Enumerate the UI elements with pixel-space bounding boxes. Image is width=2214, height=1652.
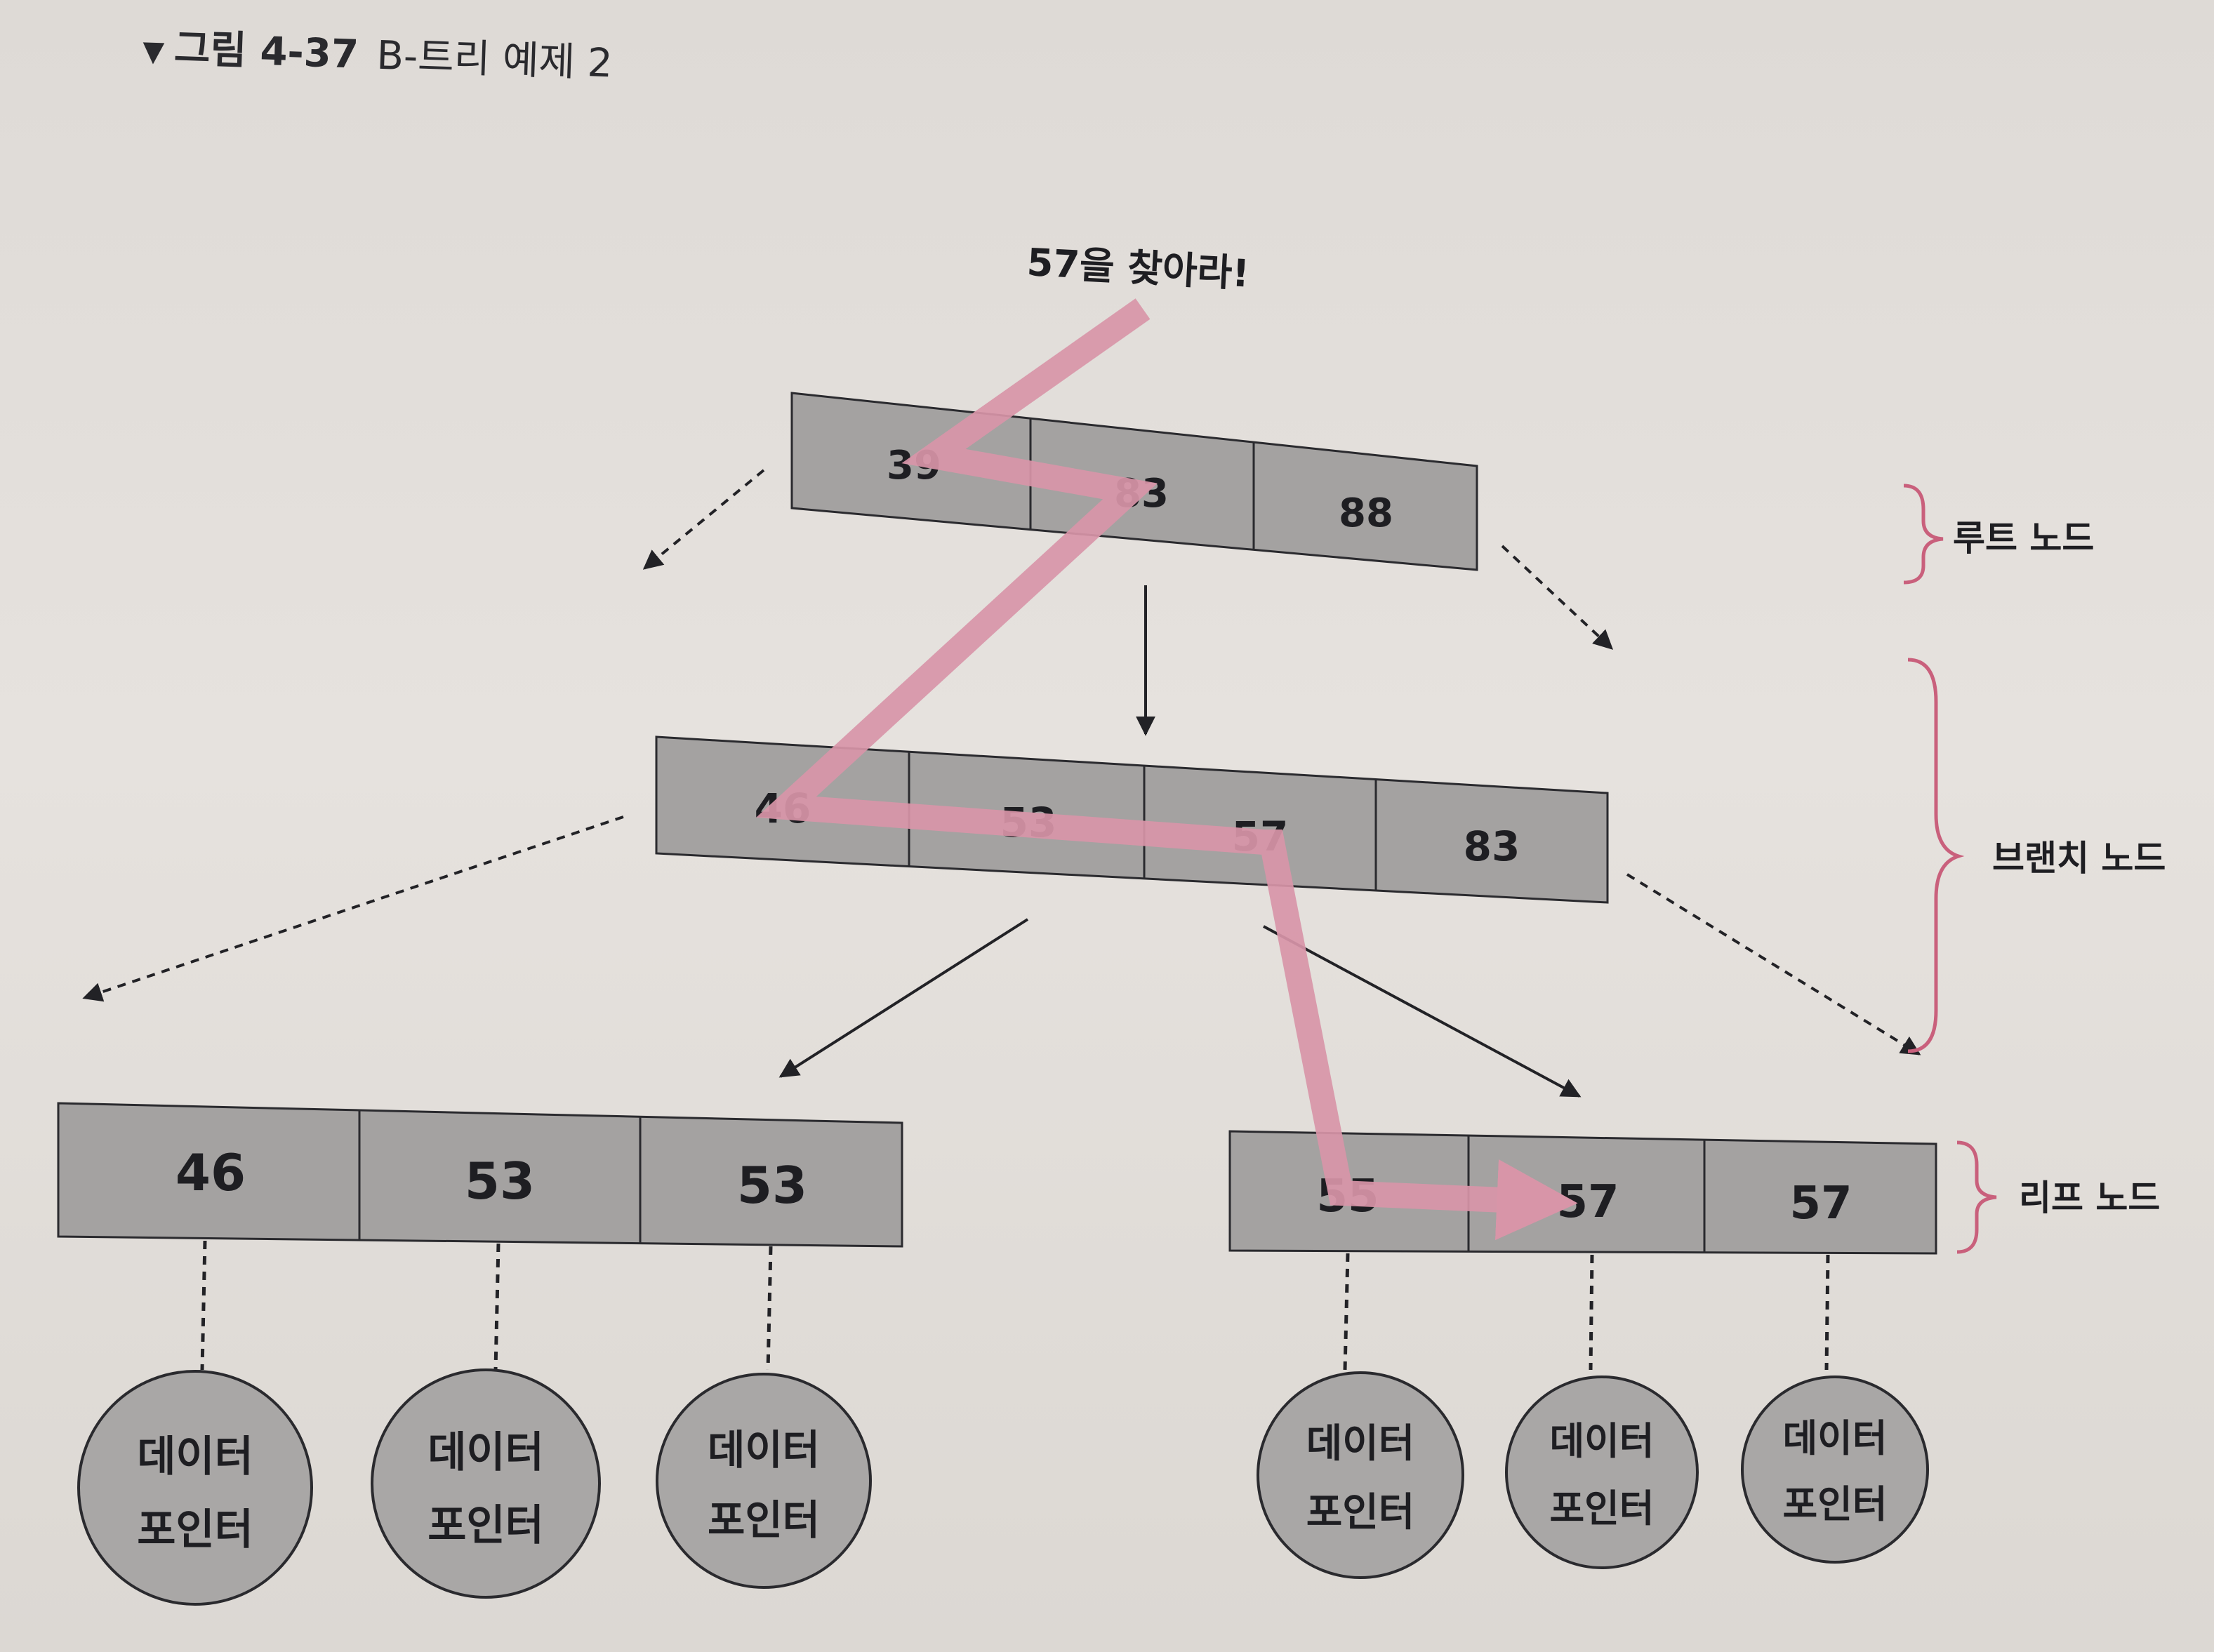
pointer-connectors: [200, 1240, 1830, 1371]
data-pointer-3-line1: 데이터: [708, 1426, 820, 1474]
leaf-left-key-2: 53: [465, 1152, 535, 1211]
leaf-node-right-box: [1228, 1130, 1937, 1255]
leaf-node-left: 46 53 53: [57, 1102, 903, 1248]
leaf-left-key-1: 46: [175, 1143, 246, 1202]
branch-node-box: [655, 735, 1609, 904]
branch-to-right-leaf-arrow: [1263, 925, 1582, 1098]
branch-to-left-leaf-arrow: [778, 918, 1029, 1078]
branch-key-4: 83: [1464, 822, 1520, 870]
branch-level-brace: 브랜치 노드: [1907, 658, 2166, 1053]
data-pointer-2-line1: 데이터: [427, 1428, 544, 1477]
data-pointer-2-line2: 포인터: [427, 1501, 544, 1550]
data-pointer-3-line2: 포인터: [708, 1496, 820, 1544]
branch-right-dashed-arrow: [1626, 873, 1921, 1055]
leaf-level-brace: 리프 노드: [1956, 1140, 2160, 1254]
data-pointer-1: 데이터 포인터: [77, 1370, 313, 1606]
data-pointer-2: 데이터 포인터: [371, 1368, 601, 1599]
data-pointer-6-line2: 포인터: [1782, 1482, 1887, 1526]
search-annotation: 57을 찾아라!: [1026, 240, 1250, 296]
leaf-right-key-3: 57: [1789, 1178, 1852, 1230]
data-pointer-4-line1: 데이터: [1306, 1421, 1415, 1467]
leaf-node-left-box: [57, 1102, 903, 1248]
leaf-right-key-2: 57: [1556, 1176, 1619, 1228]
data-pointer-6-line1: 데이터: [1782, 1416, 1887, 1460]
data-pointer-5-line1: 데이터: [1549, 1419, 1654, 1463]
branch-node-label: 브랜치 노드: [1992, 838, 2166, 879]
root-right-dashed-arrow: [1501, 545, 1614, 650]
data-pointer-5: 데이터 포인터: [1505, 1375, 1699, 1569]
leaf-node-label: 리프 노드: [2019, 1178, 2160, 1218]
data-pointer-6: 데이터 포인터: [1741, 1375, 1929, 1564]
data-pointer-1-line1: 데이터: [137, 1432, 253, 1481]
root-level-brace: 루트 노드: [1903, 484, 2094, 585]
root-node-label: 루트 노드: [1953, 518, 2094, 559]
data-pointer-4-line2: 포인터: [1306, 1490, 1415, 1536]
root-key-3: 88: [1339, 491, 1393, 536]
leaf-left-key-3: 53: [737, 1156, 807, 1215]
data-pointer-3: 데이터 포인터: [656, 1373, 872, 1589]
branch-left-dashed-arrow: [82, 815, 624, 1002]
root-left-dashed-arrow: [642, 469, 765, 570]
data-pointer-4: 데이터 포인터: [1257, 1371, 1464, 1579]
data-pointer-1-line2: 포인터: [137, 1505, 253, 1554]
search-path: [756, 298, 1578, 1241]
data-pointer-5-line2: 포인터: [1549, 1486, 1654, 1531]
